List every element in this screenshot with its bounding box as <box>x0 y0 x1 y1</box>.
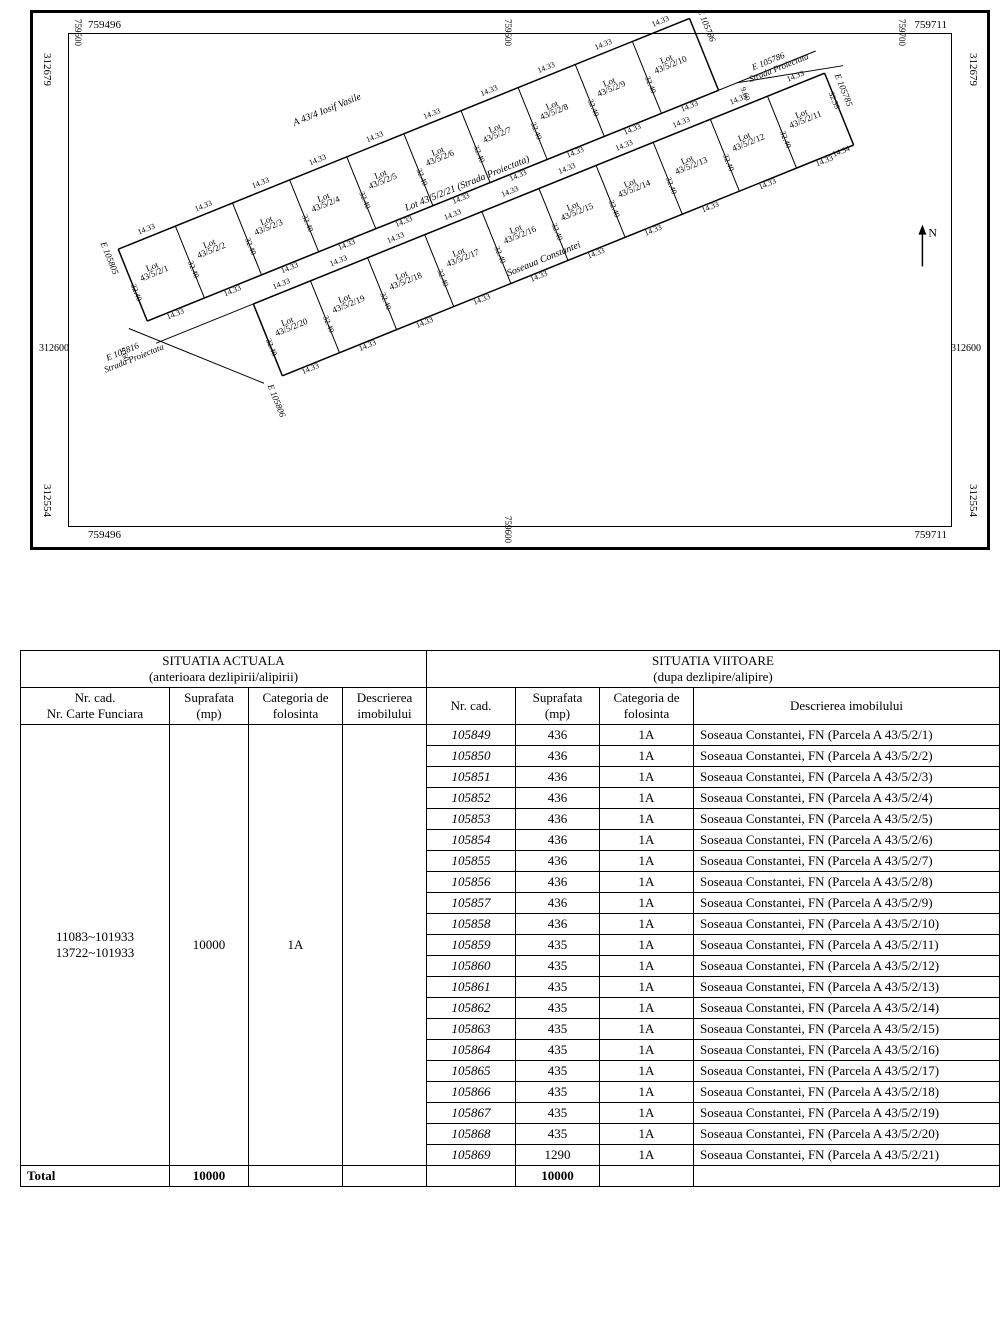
col-cat-actual: Categoria de folosinta <box>249 688 343 725</box>
svg-text:A 43/4 Iosif Vasile: A 43/4 Iosif Vasile <box>291 91 364 129</box>
svg-text:14.33: 14.33 <box>586 246 606 261</box>
svg-text:32.40: 32.40 <box>357 190 372 210</box>
svg-text:14.33: 14.33 <box>622 122 642 137</box>
svg-text:32.40: 32.40 <box>721 153 736 173</box>
table-total-row: Total1000010000 <box>21 1166 1000 1187</box>
svg-text:32.40: 32.40 <box>300 213 315 233</box>
svg-text:32.40: 32.40 <box>321 314 336 334</box>
plan-svg: Lot43/5/2/114.3314.3332.40Lot43/5/2/214.… <box>33 13 987 550</box>
svg-text:14.33: 14.33 <box>394 214 414 229</box>
svg-text:14.34: 14.34 <box>831 144 851 159</box>
svg-text:32.40: 32.40 <box>493 245 508 265</box>
situation-table: SITUATIA ACTUALA (anterioara dezlipirii/… <box>20 650 1000 1187</box>
svg-text:32.40: 32.40 <box>607 199 622 219</box>
svg-text:32.40: 32.40 <box>378 291 393 311</box>
svg-text:14.33: 14.33 <box>679 99 699 114</box>
svg-text:14.33: 14.33 <box>529 269 549 284</box>
col-sup-future: Suprafata (mp) <box>516 688 600 725</box>
svg-text:32.40: 32.40 <box>586 98 601 118</box>
svg-text:E 105806: E 105806 <box>265 382 288 419</box>
svg-text:32.40: 32.40 <box>129 283 144 303</box>
svg-text:14.33: 14.33 <box>643 223 663 238</box>
svg-text:14.33: 14.33 <box>357 338 377 353</box>
svg-text:32.40: 32.40 <box>778 130 793 150</box>
col-nrcad-future: Nr. cad. <box>427 688 516 725</box>
col-nrcad-actual: Nr. cad.Nr. Carte Funciara <box>21 688 170 725</box>
svg-text:14.33: 14.33 <box>565 145 585 160</box>
svg-text:32.40: 32.40 <box>243 236 258 256</box>
svg-text:32.40: 32.40 <box>550 222 565 242</box>
svg-text:14.33: 14.33 <box>700 199 720 214</box>
svg-text:14.34: 14.34 <box>667 13 687 14</box>
svg-text:14.33: 14.33 <box>165 306 185 321</box>
svg-text:14.33: 14.33 <box>280 260 300 275</box>
svg-text:32.40: 32.40 <box>435 268 450 288</box>
svg-text:32.40: 32.40 <box>643 75 658 95</box>
svg-text:32.40: 32.40 <box>264 337 279 357</box>
svg-text:14.33: 14.33 <box>814 153 834 168</box>
svg-text:32.40: 32.40 <box>186 259 201 279</box>
svg-text:14.33: 14.33 <box>757 176 777 191</box>
svg-text:14.33: 14.33 <box>222 283 242 298</box>
col-sup-actual: Suprafata (mp) <box>170 688 249 725</box>
table-row: 11083~101933 13722~101933100001A10584943… <box>21 725 1000 746</box>
hdr-actual: SITUATIA ACTUALA (anterioara dezlipirii/… <box>21 651 427 688</box>
col-desc-actual: Descrierea imobilului <box>343 688 427 725</box>
col-desc-future: Descrierea imobilului <box>694 688 1000 725</box>
parcel-table: SITUATIA ACTUALA (anterioara dezlipirii/… <box>20 650 1000 1187</box>
svg-text:32.40: 32.40 <box>415 167 430 187</box>
svg-text:32.40: 32.40 <box>472 144 487 164</box>
svg-text:E 105805: E 105805 <box>98 239 121 276</box>
north-label: N <box>928 226 937 240</box>
svg-text:32.40: 32.40 <box>529 121 544 141</box>
svg-text:14.33: 14.33 <box>472 292 492 307</box>
svg-text:32.40: 32.40 <box>664 176 679 196</box>
svg-text:32.39: 32.39 <box>827 90 842 110</box>
svg-text:14.33: 14.33 <box>300 361 320 376</box>
svg-text:14.33: 14.33 <box>415 315 435 330</box>
hdr-future: SITUATIA VIITOARE (dupa dezlipire/alipir… <box>427 651 1000 688</box>
svg-text:14.33: 14.33 <box>337 237 357 252</box>
cadastral-plan-frame: 759496 759500 759600 759711 759700 31267… <box>30 10 990 550</box>
col-cat-future: Categoria de folosinta <box>600 688 694 725</box>
